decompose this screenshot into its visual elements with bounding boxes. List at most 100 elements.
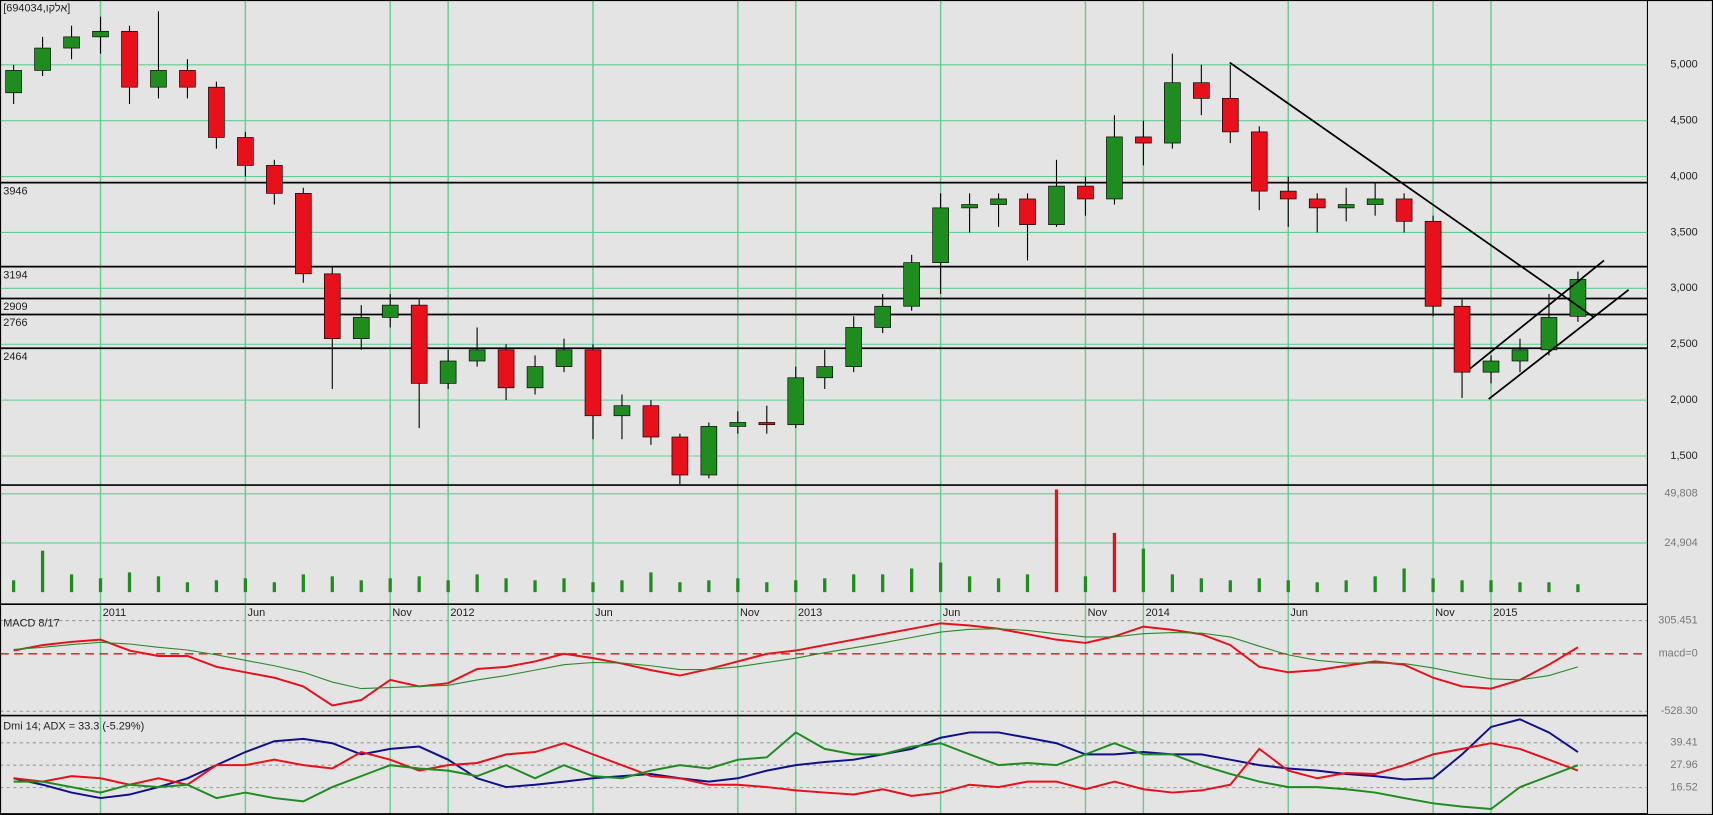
candle-body [295, 193, 312, 275]
level-label: 2766 [3, 317, 27, 329]
level-label: 2909 [3, 301, 27, 313]
candle-body [526, 366, 544, 389]
volume-bar [127, 572, 132, 593]
candle-body [34, 47, 51, 71]
volume-bar [1373, 576, 1377, 593]
volume-bar [1460, 580, 1464, 593]
x-tick-label: Jun [595, 607, 613, 619]
x-tick-label: Nov [740, 607, 760, 619]
volume-bar [40, 550, 45, 593]
trend-line [1488, 289, 1630, 400]
candle-body [1482, 360, 1500, 373]
volume-bar [707, 580, 711, 593]
series-line [13, 718, 1579, 800]
volume-bar [359, 580, 363, 593]
volume-bar [1431, 578, 1435, 593]
candle-body [1511, 349, 1529, 362]
y-tick-label: 3,500 [1670, 226, 1697, 238]
candle-body [208, 86, 225, 138]
level-label: 2464 [3, 351, 27, 363]
candle-body [1164, 82, 1181, 144]
x-tick-label: Nov [1088, 607, 1108, 619]
x-tick-label: Nov [392, 607, 412, 619]
volume-bar [996, 578, 1001, 593]
volume-bar [1344, 580, 1348, 593]
volume-bar [591, 582, 595, 593]
y-tick-label: -528.30 [1661, 705, 1698, 717]
y-tick-label: 3,000 [1670, 282, 1697, 294]
x-tick-label: Nov [1435, 607, 1455, 619]
volume-bar [678, 582, 682, 593]
y-tick-label: 5,000 [1670, 59, 1697, 71]
candle-body [323, 273, 341, 339]
candle-body [758, 422, 776, 426]
y-tick-label: 2,000 [1670, 394, 1697, 406]
y-tick-label: 305.451 [1658, 614, 1697, 626]
volume-bar [156, 576, 161, 593]
candle-body [1308, 198, 1326, 209]
volume-bar [1576, 584, 1580, 593]
candle-body [1453, 305, 1471, 373]
candle-body [439, 360, 457, 384]
panel-title: [694034,אלקו] [3, 2, 70, 15]
volume-bar [417, 576, 421, 593]
y-tick-label: 4,000 [1670, 170, 1697, 182]
trend-line [1229, 61, 1595, 318]
x-tick-label: 2011 [103, 607, 126, 619]
candle-body [1048, 185, 1065, 225]
candle-body [932, 207, 949, 263]
y-tick-label: 24,904 [1664, 537, 1697, 549]
candle-body [1019, 198, 1036, 225]
candle-body [729, 422, 747, 427]
candle-body [179, 70, 196, 88]
volume-bar [214, 580, 219, 593]
volume-bar [1257, 578, 1261, 593]
volume-bar [1489, 580, 1493, 593]
candle-body [237, 137, 254, 166]
y-tick-label: 1,500 [1670, 450, 1697, 462]
candle-body [1106, 136, 1123, 200]
candle-body [266, 165, 283, 194]
y-tick-label: 27.96 [1670, 759, 1697, 771]
series-line [13, 628, 1579, 690]
volume-bar [1054, 489, 1059, 593]
volume-bar [243, 578, 248, 593]
x-tick-label: Jun [1290, 607, 1308, 619]
volume-bar [1112, 532, 1117, 593]
candle-body [1135, 136, 1152, 144]
candle-body [410, 304, 428, 384]
volume-bar [562, 578, 566, 593]
volume-bar [1025, 574, 1030, 593]
candle-body [468, 349, 486, 362]
volume-bar [1228, 580, 1232, 593]
candle-body [5, 70, 22, 94]
volume-bar [620, 580, 624, 593]
candle-body [874, 305, 891, 328]
series-line [13, 742, 1579, 797]
volume-bar [272, 582, 276, 593]
series-line [13, 622, 1579, 707]
volume-bar [475, 574, 479, 593]
volume-bar [185, 582, 190, 593]
volume-bar [1286, 580, 1290, 593]
volume-bar [533, 580, 537, 593]
volume-bar [938, 562, 943, 593]
panel-title: Dmi 14; ADX = 33.3 (-5.29%) [3, 720, 144, 732]
y-tick-label: macd=0 [1659, 648, 1698, 660]
y-tick-label: 2,500 [1670, 338, 1697, 350]
volume-bar [649, 572, 653, 593]
candle-body [903, 262, 920, 307]
candle-body [845, 327, 863, 367]
trend-line [1469, 259, 1605, 370]
volume-bar [794, 580, 798, 593]
volume-bar [1083, 576, 1088, 593]
candle-body [1279, 190, 1297, 200]
volume-bar [736, 578, 740, 593]
volume-bar [11, 580, 16, 593]
volume-bar [1199, 578, 1203, 593]
volume-bar [388, 578, 392, 593]
candle-body [1193, 82, 1210, 99]
volume-bar [98, 578, 103, 593]
candle-body [671, 436, 689, 476]
